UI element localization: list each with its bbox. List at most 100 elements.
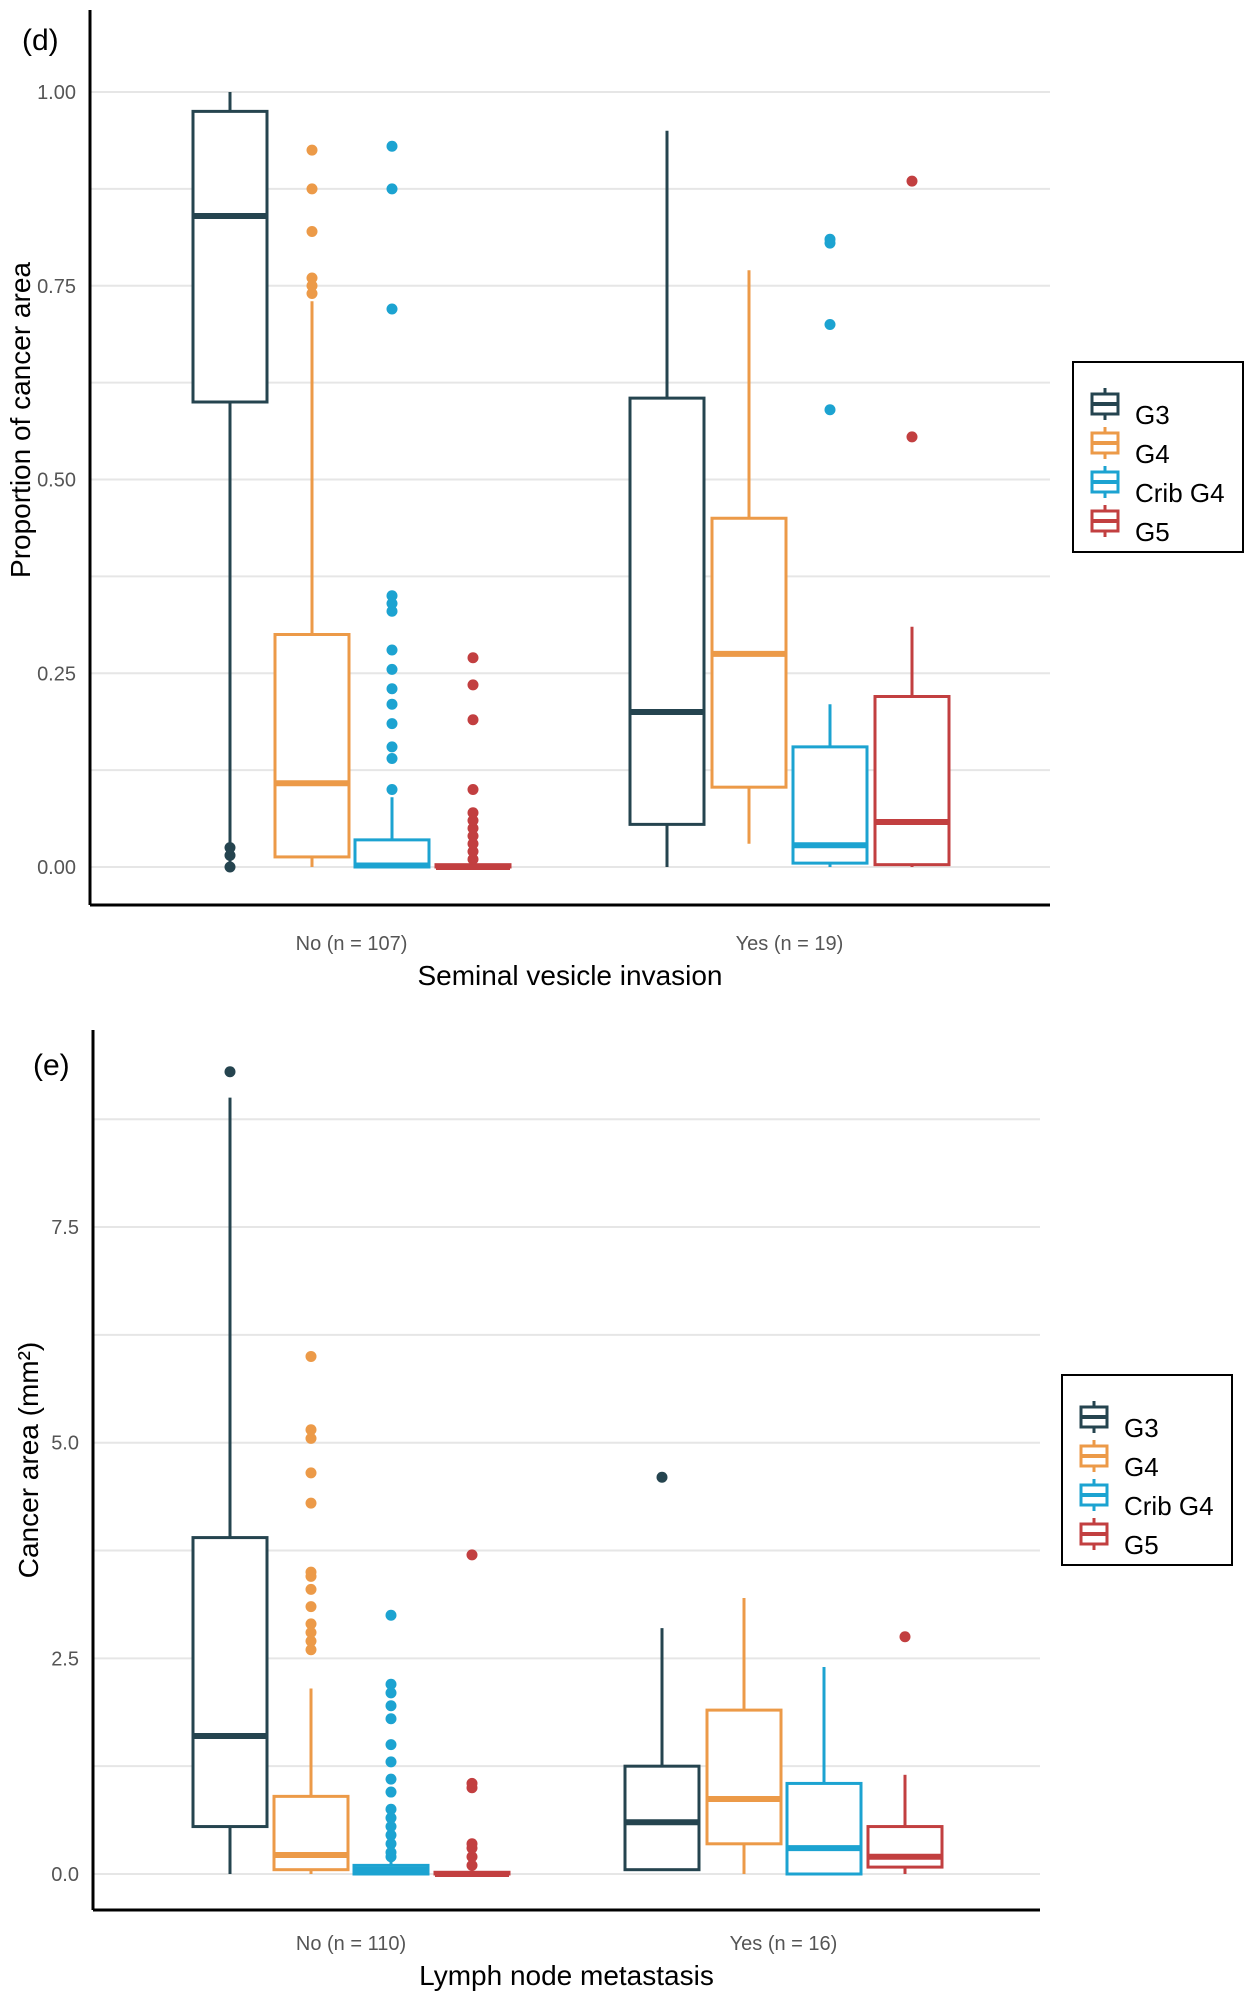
legend-label: G3	[1124, 1413, 1159, 1443]
x-axis-title: Seminal vesicle invasion	[417, 960, 722, 991]
outlier-point	[306, 272, 318, 284]
legend-label: Crib G4	[1124, 1491, 1214, 1521]
outlier-point	[386, 590, 398, 602]
box-g5-yes-n-16	[866, 1631, 944, 1874]
outlier-point	[386, 183, 398, 195]
y-tick-label: 0.75	[37, 276, 76, 298]
legend-item-crib-g4: Crib G4	[1079, 1479, 1214, 1521]
box-g4-no-n-107	[273, 144, 351, 867]
y-tick-label: 5.0	[51, 1433, 79, 1455]
legend-item-g3: G3	[1090, 388, 1170, 430]
outlier-point	[385, 1609, 397, 1621]
box-g3-yes-n-19	[628, 130, 706, 867]
box-g4-yes-n-16	[705, 1597, 783, 1874]
box-g3-no-n-107	[191, 92, 269, 873]
box-crib-g4-yes-n-16	[785, 1666, 863, 1876]
panel-label: (d)	[22, 24, 59, 57]
outlier-point	[385, 1739, 397, 1751]
y-axis-title: Proportion of cancer area	[5, 262, 36, 578]
outlier-point	[906, 431, 918, 443]
legend-item-g4: G4	[1079, 1440, 1159, 1482]
y-tick-label: 0.0	[51, 1864, 79, 1886]
x-axis-title: Lymph node metastasis	[419, 1960, 714, 1991]
outlier-point	[305, 1497, 317, 1509]
outlier-point	[385, 1812, 397, 1824]
legend-label: Crib G4	[1135, 478, 1225, 508]
outlier-point	[824, 404, 836, 416]
outlier-point	[306, 288, 318, 299]
outlier-point	[385, 1773, 397, 1785]
outlier-point	[466, 1838, 478, 1850]
box-crib-g4-yes-n-19	[791, 233, 869, 867]
outlier-point	[386, 663, 398, 675]
legend: G3 G4 Crib G4 G5	[1061, 1374, 1233, 1566]
outlier-point	[385, 1700, 397, 1712]
outlier-point	[467, 784, 479, 795]
outlier-point	[656, 1471, 668, 1483]
outlier-point	[466, 1549, 478, 1561]
box-iqr	[191, 109, 269, 404]
y-tick-label: 1.00	[37, 82, 76, 104]
outlier-point	[385, 1756, 397, 1768]
outlier-point	[306, 183, 318, 195]
box-g3-no-n-110	[191, 1066, 269, 1874]
legend-item-crib-g4: Crib G4	[1090, 466, 1225, 508]
outlier-point	[306, 280, 318, 292]
outlier-point	[305, 1424, 317, 1436]
panel-label: (e)	[33, 1049, 70, 1082]
box-iqr	[273, 633, 351, 859]
box-iqr	[628, 396, 706, 826]
outlier-point	[305, 1350, 317, 1362]
outlier-point	[385, 1838, 397, 1850]
box-iqr	[272, 1794, 350, 1872]
box-g3-yes-n-16	[623, 1471, 701, 1872]
outlier-point	[466, 1859, 478, 1871]
x-tick-label: No (n = 110)	[296, 1933, 406, 1955]
y-tick-label: 0.00	[37, 857, 76, 879]
outlier-point	[386, 753, 398, 764]
y-tick-label: 2.5	[51, 1648, 79, 1670]
outlier-point	[467, 679, 479, 691]
outlier-point	[386, 741, 398, 753]
outlier-point	[385, 1687, 397, 1699]
outlier-point	[385, 1821, 397, 1833]
outlier-point	[386, 598, 398, 609]
outlier-point	[386, 140, 398, 152]
outlier-point	[386, 718, 398, 730]
outlier-point	[386, 644, 398, 656]
outlier-point	[906, 175, 918, 187]
box-iqr	[785, 1781, 863, 1876]
outlier-point	[306, 144, 318, 156]
outlier-point	[305, 1635, 317, 1647]
outlier-point	[305, 1467, 317, 1479]
outlier-point	[305, 1566, 317, 1578]
outlier-point	[386, 683, 398, 695]
box-g5-no-n-110	[433, 1549, 511, 1877]
outlier-point	[385, 1846, 397, 1858]
outlier-point	[385, 1803, 397, 1815]
legend-item-g5: G5	[1090, 505, 1170, 547]
outlier-point	[824, 319, 836, 330]
outlier-point	[385, 1786, 397, 1798]
outlier-point	[305, 1626, 317, 1638]
outlier-point	[899, 1631, 911, 1643]
outlier-point	[467, 807, 479, 819]
box-g4-no-n-110	[272, 1350, 350, 1874]
box-g4-yes-n-19	[710, 270, 788, 844]
box-g5-yes-n-19	[873, 175, 951, 867]
gridlines	[93, 1118, 1040, 1875]
box-iqr	[191, 1536, 269, 1829]
outlier-point	[305, 1432, 317, 1444]
outlier-point	[385, 1713, 397, 1725]
outlier-point	[467, 853, 479, 865]
y-tick-label: 7.5	[51, 1217, 79, 1239]
box-iqr	[866, 1825, 944, 1869]
box-iqr	[873, 695, 951, 867]
y-tick-label: 0.50	[37, 470, 76, 492]
legend-label: G5	[1135, 517, 1170, 547]
legend-label: G4	[1124, 1452, 1159, 1482]
box-crib-g4-no-n-110	[352, 1609, 430, 1876]
box-crib-g4-no-n-107	[353, 140, 431, 869]
x-tick-label: Yes (n = 19)	[736, 933, 844, 955]
